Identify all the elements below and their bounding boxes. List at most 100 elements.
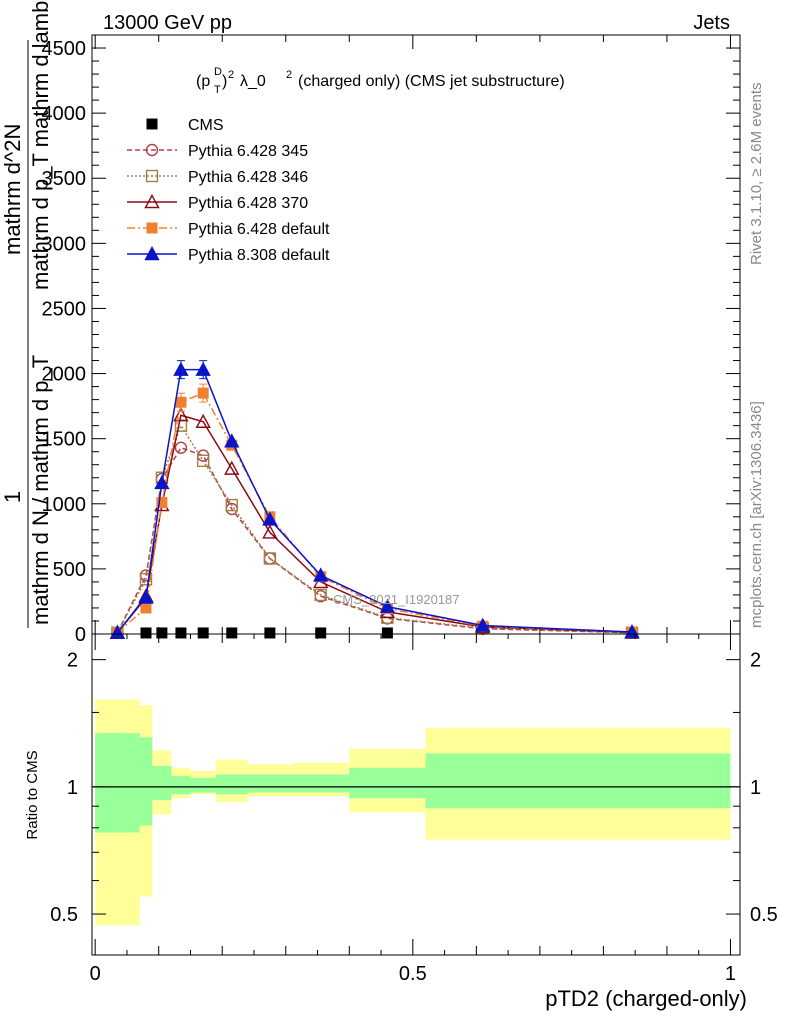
data-point [263,552,277,565]
legend-item: CMS [146,117,224,134]
data-point [175,396,187,408]
series-line [116,414,633,634]
data-point [175,627,187,639]
header-process-label: 13000 GeV pp [103,12,232,34]
analysis-watermark: CMS_2021_I1920187 [333,592,460,607]
series-cms [111,627,393,639]
series-pythia-8-308-default [109,360,640,639]
data-point [381,627,393,639]
y-axis-label: 1 mathrm d N / mathrm d p_T mathrm d^2N mat… [0,0,53,628]
x-axis-label: pTD2 (charged-only) [545,986,747,1011]
legend-marker [146,118,158,130]
data-point [225,498,238,512]
y-label-part: mathrm d N / mathrm d p_T [28,355,53,625]
y-label-part: 1 [0,491,25,503]
data-point [226,627,238,639]
data-point [262,511,278,526]
x-tick-label: 0 [90,963,101,985]
data-point [195,361,211,376]
data-point [154,474,170,490]
legend-item: Pythia 8.308 default [127,246,330,264]
mcplots-reference-label: mcplots.cern.ch [arXiv:1306.3436] [748,401,765,628]
legend-marker [145,143,159,157]
data-point [156,496,168,508]
title-part: D [214,66,222,78]
data-point [224,460,240,475]
uncertainty-band-inner [95,733,731,833]
legend-marker [144,246,160,261]
data-point [314,588,327,602]
ratio-y-tick-label: 0.5 [50,904,78,926]
data-point [140,602,152,614]
legend-item: Pythia 6.428 345 [127,143,308,160]
header-category-label: Jets [693,12,730,34]
data-point [264,627,276,639]
y-tick-label: 2000 [42,364,87,386]
y-tick-label: 4000 [42,103,87,125]
rivet-version-label: Rivet 3.1.10, ≥ 2.6M events [748,83,765,266]
title-part: (p [196,73,210,90]
title-part: ) [222,73,227,90]
legend-item: Pythia 6.428 default [127,221,330,238]
series-line [116,423,633,634]
x-tick-label: 1 [725,963,736,985]
ratio-y-tick-label-right: 2 [750,650,761,672]
data-point [379,598,396,613]
ratio-y-tick-label: 2 [67,650,78,672]
ratio-y-tick-label-right: 1 [750,777,761,799]
uncertainty-band-outer [95,699,731,926]
legend-item: Pythia 6.428 370 [127,194,308,212]
legend-label: Pythia 6.428 346 [188,169,308,186]
y-tick-label: 1000 [42,494,87,516]
legend-marker [145,169,159,183]
title-part: T [214,84,221,96]
ratio-plot-panel: 0.5 0.5 1 1 2 2 0 0.5 1 Ratio to CMS pTD2 (charged… [24,633,778,1011]
data-point [173,361,189,376]
data-point [197,627,209,639]
legend-label: Pythia 6.428 370 [188,195,308,212]
y-tick-label: 2500 [42,298,87,320]
series-pythia-6-428-345 [111,441,639,639]
y-tick-label: 500 [53,559,86,581]
legend-label: Pythia 6.428 345 [188,143,308,160]
plot-title: (pDT) 2 λ_0 2 (charged only) (CMS jet substr… [196,66,565,96]
data-point [313,567,329,582]
data-point [138,589,154,604]
legend-item: Pythia 6.428 346 [127,169,308,186]
title-part: λ_0 [240,73,266,90]
ratio-y-axis-label: Ratio to CMS [24,750,41,839]
legend-marker [144,194,160,209]
ratio-plot-frame [91,633,741,956]
data-point [140,627,152,639]
legend-label: Pythia 6.428 default [188,221,330,238]
data-point [315,627,327,639]
main-plot-panel: 0 500 1000 1500 2000 2500 3000 3500 4000 4500 (p DT… [0,0,741,646]
legend: CMS Pythia 6.428 345 Pythia 6.428 346 Pythi… [127,117,330,264]
y-tick-label: 3500 [42,168,87,190]
ratio-y-tick-label: 1 [67,777,78,799]
data-point [475,617,491,632]
legend-label: CMS [188,117,224,134]
data-point [195,413,211,428]
data-point [156,627,168,639]
y-label-part: mathrm d p_T mathrm d lambda [28,0,53,290]
title-part: 2 [228,69,234,81]
title-part: 2 [286,69,292,81]
y-tick-label: 3000 [42,233,87,255]
data-point [196,454,210,468]
y-tick-label: 1500 [42,429,87,451]
data-point [174,441,188,454]
y-tick-label: 0 [75,624,86,646]
ratio-y-tick-label-right: 0.5 [750,904,778,926]
legend-label: Pythia 8.308 default [188,247,330,264]
data-point [109,624,126,639]
x-tick-label: 0.5 [399,963,427,985]
legend-marker [146,222,158,234]
data-point [173,407,189,422]
series-line [116,392,633,634]
data-point [224,433,240,448]
data-point [262,524,278,539]
y-tick-label: 4500 [42,38,87,60]
data-point [139,573,153,586]
